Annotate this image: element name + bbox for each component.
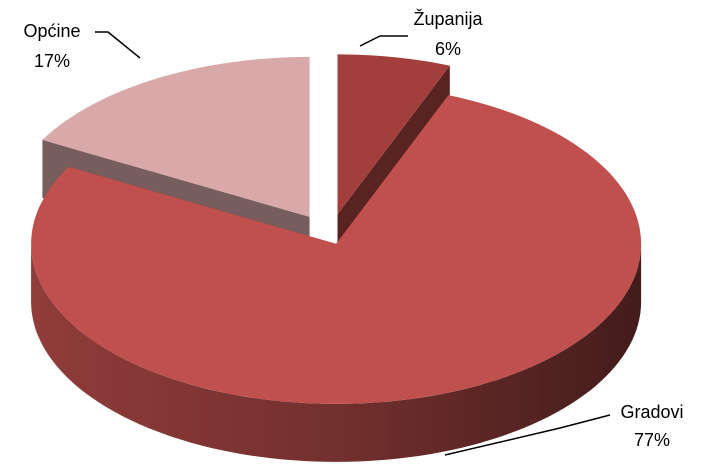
slice-value-label: 77% bbox=[634, 430, 670, 450]
pie bbox=[31, 54, 642, 462]
slice-rim bbox=[31, 243, 642, 462]
slice-value-label: 6% bbox=[435, 39, 461, 59]
slice-label: Županija bbox=[413, 9, 483, 29]
slice-value-label: 17% bbox=[34, 51, 70, 71]
leader-line bbox=[359, 35, 408, 47]
slice-top bbox=[31, 95, 642, 404]
slice-label: Gradovi bbox=[620, 402, 683, 422]
leader-line bbox=[95, 31, 141, 59]
slice-label: Općine bbox=[23, 21, 80, 41]
slice-top bbox=[42, 56, 310, 217]
leader-line bbox=[444, 414, 611, 456]
slice bbox=[31, 95, 642, 462]
slice-top bbox=[337, 54, 450, 215]
